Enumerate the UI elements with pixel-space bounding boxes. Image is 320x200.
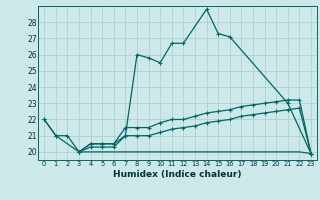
X-axis label: Humidex (Indice chaleur): Humidex (Indice chaleur): [113, 170, 242, 179]
